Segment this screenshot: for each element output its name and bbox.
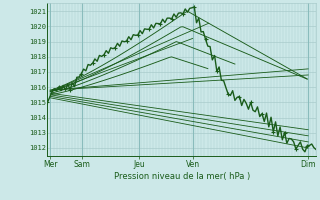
X-axis label: Pression niveau de la mer( hPa ): Pression niveau de la mer( hPa ) — [114, 172, 250, 181]
